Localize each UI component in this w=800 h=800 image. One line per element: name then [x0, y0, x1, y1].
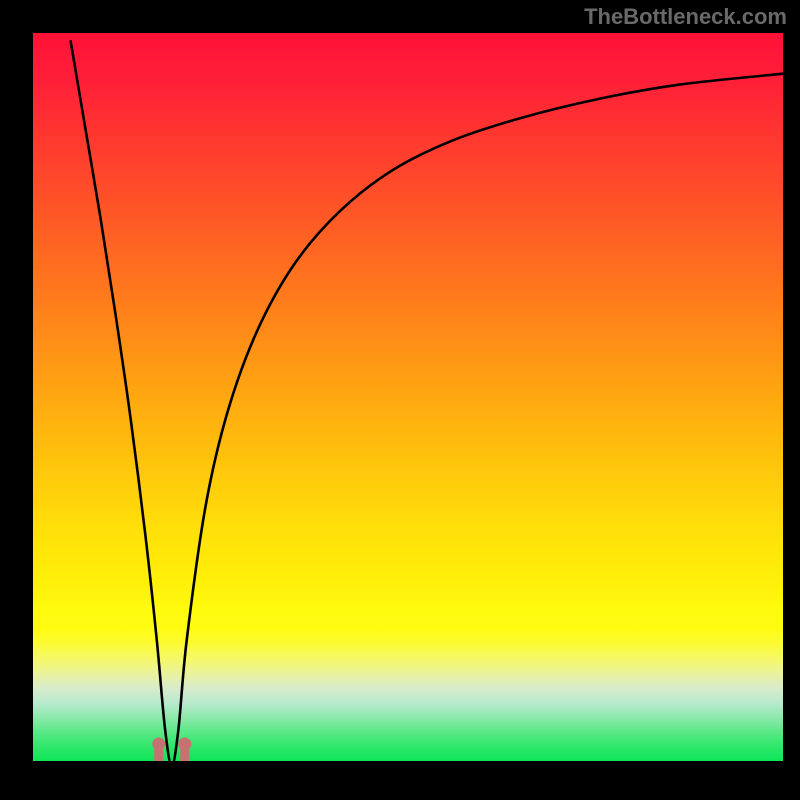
watermark-text: TheBottleneck.com	[584, 4, 787, 30]
baseline-notch-stripe	[33, 761, 783, 773]
plot-area	[33, 33, 783, 773]
plot-svg	[33, 33, 783, 773]
figure-root: TheBottleneck.com	[0, 0, 800, 800]
gradient-background	[33, 33, 783, 773]
